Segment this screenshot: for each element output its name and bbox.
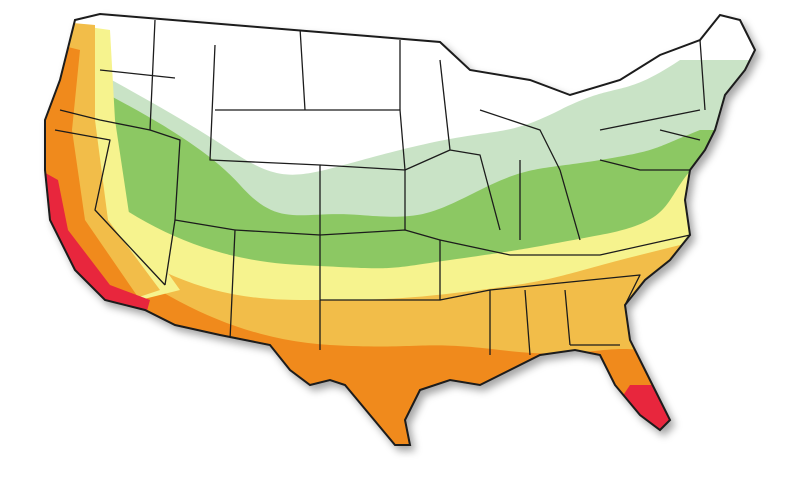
map-body — [44, 13, 756, 446]
state-borders — [54, 19, 706, 356]
